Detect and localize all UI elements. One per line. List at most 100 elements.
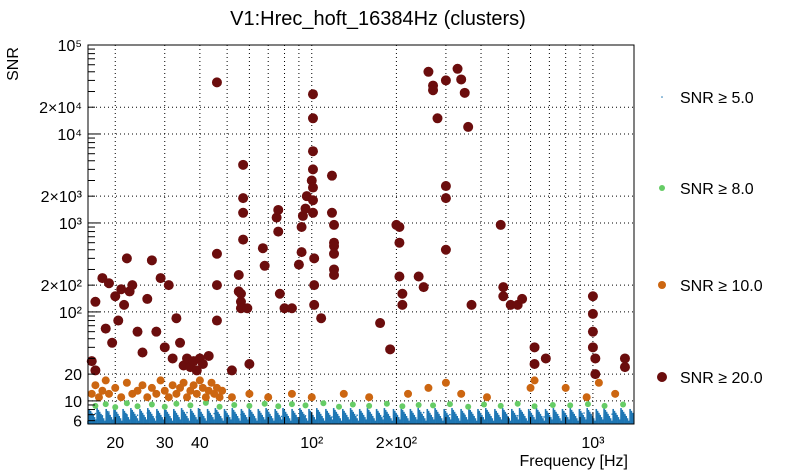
data-point [415, 401, 422, 408]
data-point [108, 411, 110, 413]
data-point [218, 386, 227, 395]
data-point [107, 337, 118, 348]
data-point [349, 401, 356, 408]
y-tick-label: 10⁴ [57, 127, 82, 144]
data-point [531, 403, 538, 410]
data-point [202, 399, 209, 406]
data-point [252, 414, 255, 417]
data-point [307, 195, 318, 206]
data-point [148, 401, 155, 408]
y-tick-label: 2×10⁴ [39, 100, 82, 117]
data-point [245, 389, 254, 398]
data-point [132, 326, 143, 337]
data-point [365, 393, 374, 402]
x-axis-title: Frequency [Hz] [520, 453, 628, 470]
data-point [570, 414, 573, 417]
legend-label: SNR ≥ 8.0 [680, 181, 754, 198]
data-point [440, 244, 451, 255]
data-point [481, 401, 488, 408]
data-point [342, 413, 345, 416]
plot-frame [87, 44, 635, 425]
data-point [151, 326, 162, 337]
data-point [161, 403, 168, 410]
series-3 [86, 63, 630, 380]
data-point [385, 344, 396, 355]
data-point [101, 376, 110, 385]
data-point [307, 182, 318, 193]
data-point [261, 400, 268, 407]
data-point [587, 342, 598, 353]
data-point [601, 402, 608, 409]
data-point [413, 271, 424, 282]
data-point [211, 280, 222, 291]
data-point [307, 393, 316, 402]
x-tick-label: 30 [156, 435, 174, 452]
data-point [366, 402, 373, 409]
data-point [189, 381, 198, 390]
data-point [231, 401, 238, 408]
data-point [275, 403, 282, 410]
data-point [163, 413, 166, 415]
data-point [307, 164, 318, 175]
data-point [459, 87, 470, 98]
legend-marker [659, 185, 665, 191]
data-point [183, 393, 192, 402]
data-point [117, 393, 126, 402]
data-point [424, 383, 433, 392]
data-point [226, 365, 237, 376]
data-point [113, 315, 124, 326]
data-point [339, 389, 348, 398]
y-axis-title: SNR [5, 47, 22, 81]
data-point [529, 342, 540, 353]
data-point [213, 412, 216, 415]
data-point [587, 291, 598, 302]
legend-marker [661, 96, 663, 98]
data-point [201, 393, 210, 402]
data-point [584, 401, 591, 408]
data-point [423, 66, 434, 77]
data-point [449, 413, 451, 416]
data-point [175, 415, 178, 418]
data-point [457, 389, 466, 398]
data-point [307, 113, 318, 124]
x-tick-label: 2×10² [376, 435, 418, 452]
data-point [173, 400, 180, 407]
data-point [383, 400, 390, 407]
data-point [529, 412, 532, 415]
data-point [152, 389, 161, 398]
data-point [238, 159, 249, 170]
y-tick-label: 20 [64, 367, 82, 384]
data-point [238, 234, 249, 245]
data-point [123, 400, 130, 407]
data-point [587, 326, 598, 337]
data-point [477, 412, 479, 414]
series-1 [92, 399, 627, 411]
data-point [146, 255, 157, 266]
data-point [100, 323, 111, 334]
data-point [309, 253, 320, 264]
data-point [163, 280, 174, 291]
data-point [399, 403, 406, 410]
data-point [127, 280, 138, 291]
data-point [257, 243, 268, 254]
data-point [316, 313, 327, 324]
data-point [432, 113, 443, 124]
data-point [155, 273, 166, 284]
data-point [102, 401, 109, 408]
data-point [286, 303, 297, 314]
data-point [211, 248, 222, 259]
data-point [187, 402, 194, 409]
data-point [242, 303, 253, 314]
data-point [235, 288, 246, 299]
data-point [526, 383, 535, 392]
data-point [233, 270, 244, 281]
axis-ticks: 20 30 40 10² 2×10² 10³ 6 10 20 10² 2×10² 10³ 2×10³ 10… [39, 38, 605, 452]
data-point [582, 393, 591, 402]
data-point [302, 402, 309, 409]
data-point [172, 389, 181, 398]
data-point [590, 369, 601, 380]
data-point [382, 415, 385, 418]
data-point [119, 299, 130, 310]
data-point [590, 353, 601, 364]
data-point [126, 413, 128, 416]
